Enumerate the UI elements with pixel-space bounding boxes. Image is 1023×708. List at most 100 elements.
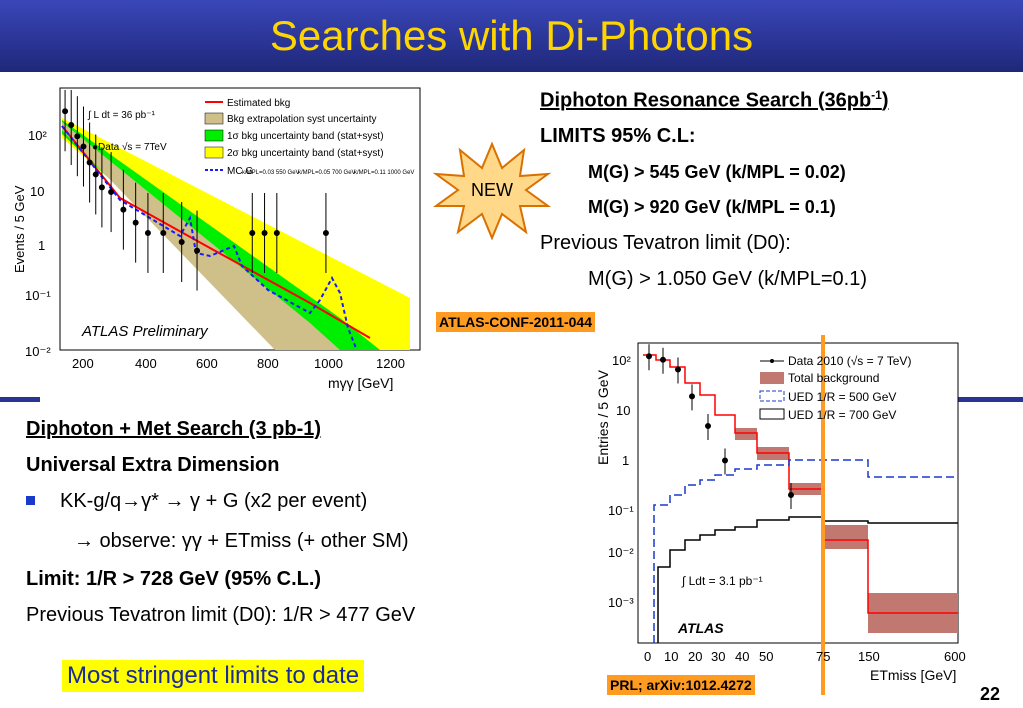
svg-text:k/MPL=0.11 1000 GeV: k/MPL=0.11 1000 GeV — [354, 170, 414, 176]
svg-text:0: 0 — [644, 649, 651, 664]
data-annotation: ●Data √s = 7TeV — [92, 141, 167, 153]
y-tick-label: 10⁻² — [25, 344, 51, 359]
band-2sigma — [62, 118, 410, 350]
x-axis-label: mγγ [GeV] — [328, 375, 393, 391]
data-point — [144, 229, 151, 236]
y-axis-label: Events / 5 GeV — [12, 185, 27, 273]
data-point — [705, 423, 711, 430]
svg-text:Estimated bkg: Estimated bkg — [227, 98, 290, 109]
y-tick-label: 10⁻³ — [608, 595, 634, 610]
diphoton-mass-plot: 10² 10 1 10⁻¹ 10⁻² 200 400 600 800 1000 … — [12, 87, 421, 391]
data-point — [788, 492, 794, 498]
y-axis-label: Entries / 5 GeV — [595, 369, 611, 465]
met-heading: Diphoton + Met Search (3 pb-1) — [26, 418, 322, 440]
band-1sigma — [62, 120, 380, 350]
met-limit: Limit: 1/R > 728 GeV (95% C.L.) — [26, 568, 322, 590]
data-point — [132, 219, 139, 226]
y-tick-label: 10⁻¹ — [608, 503, 634, 518]
legend: Estimated bkg Bkg extrapolation syst unc… — [204, 98, 414, 177]
svg-text:75: 75 — [816, 649, 830, 664]
data-point — [68, 121, 75, 128]
atlas-label: ATLAS Preliminary — [81, 323, 209, 340]
y-tick-label: 10 — [30, 184, 44, 199]
svg-text:600: 600 — [944, 649, 966, 664]
x-axis-label: ETmiss [GeV] — [870, 667, 956, 683]
data-point — [675, 366, 681, 373]
data-points — [62, 90, 329, 291]
met-prev-tevatron: Previous Tevatron limit (D0): 1/R > 477 … — [26, 604, 416, 626]
svg-text:150: 150 — [858, 649, 880, 664]
data-point — [62, 108, 69, 115]
data-point — [261, 229, 268, 236]
y-tick-label: 1 — [38, 238, 45, 253]
svg-text:UED 1/R = 500 GeV: UED 1/R = 500 GeV — [788, 390, 896, 404]
starburst-icon — [432, 141, 552, 240]
data-point — [98, 184, 105, 191]
svg-text:MC G: MC G — [227, 166, 253, 177]
data-point — [178, 239, 185, 246]
x-tick-label: 200 — [72, 356, 94, 371]
luminosity-annotation: ∫ L dt = 36 pb⁻¹ — [87, 110, 156, 121]
x-tick-label: 600 — [196, 356, 218, 371]
resonance-heading: Diphoton Resonance Search (36pb-1) — [540, 88, 889, 112]
limit-line-1: M(G) > 545 GeV (k/MPL = 0.02) — [588, 162, 846, 182]
data-point — [86, 159, 93, 166]
data-point — [722, 457, 728, 464]
data-point — [80, 143, 87, 150]
svg-text:2σ bkg uncertainty band (stat+: 2σ bkg uncertainty band (stat+syst) — [227, 148, 384, 159]
svg-text:30: 30 — [711, 649, 725, 664]
y-tick-label: 10² — [612, 353, 631, 368]
x-tick-label: 800 — [257, 356, 279, 371]
svg-text:1σ bkg uncertainty band (stat+: 1σ bkg uncertainty band (stat+syst) — [227, 131, 384, 142]
y-tick-label: 10⁻² — [608, 545, 634, 560]
estimated-bkg-line — [61, 125, 371, 339]
x-tick-label: 1200 — [376, 356, 405, 371]
mc-signal-line — [61, 125, 357, 349]
data-point — [194, 247, 201, 254]
highlight-box: Most stringent limits to date — [62, 660, 365, 692]
page-number: 22 — [980, 684, 1001, 704]
new-badge-label: NEW — [471, 180, 513, 200]
data-point — [74, 133, 81, 140]
data-point — [646, 353, 652, 360]
svg-text:k/MPL=0.05 700 GeV: k/MPL=0.05 700 GeV — [298, 170, 356, 176]
bullet-square-icon — [26, 496, 35, 505]
ref-tag: PRL; arXiv:1012.4272 — [607, 675, 755, 695]
svg-text:Bkg extrapolation syst uncerta: Bkg extrapolation syst uncertainty — [227, 114, 377, 125]
data-point — [92, 171, 99, 178]
limit-line-2: M(G) > 920 GeV (k/MPL = 0.1) — [588, 197, 836, 217]
data-point — [660, 356, 666, 363]
svg-text:20: 20 — [688, 649, 702, 664]
atlas-label: ATLAS — [677, 620, 724, 636]
data-points — [646, 344, 794, 509]
data-point — [249, 229, 256, 236]
etmiss-plot: 10² 10 1 10⁻¹ 10⁻² 10⁻³ 0 10 20 30 40 50… — [595, 335, 966, 695]
title-band — [0, 0, 1023, 72]
data-point — [273, 229, 280, 236]
svg-text:k/MPL=0.03 550 GeV: k/MPL=0.03 550 GeV — [242, 170, 300, 176]
data-point — [689, 393, 695, 400]
svg-text:Total background: Total background — [788, 371, 879, 385]
data-point — [160, 229, 167, 236]
ued-label: Universal Extra Dimension — [26, 454, 280, 476]
luminosity-annotation: ∫ Ldt = 3.1 pb⁻¹ — [681, 574, 763, 588]
data-point — [120, 206, 127, 213]
observe-line: → observe: γγ + ETmiss (+ other SM) — [74, 530, 409, 552]
y-tick-label: 1 — [622, 453, 629, 468]
data-point — [108, 189, 115, 196]
x-tick-label: 400 — [135, 356, 157, 371]
decay-chain: KK-g/q→γ* → γ + G (x2 per event) — [60, 490, 368, 512]
svg-text:Data 2010 (√s = 7 TeV): Data 2010 (√s = 7 TeV) — [788, 354, 911, 368]
prev-tevatron-label: Previous Tevatron limit (D0): — [540, 232, 791, 254]
data-point — [322, 229, 329, 236]
new-badge: NEW — [432, 141, 552, 240]
prev-tevatron-value: M(G) > 1.050 GeV (k/MPL=0.1) — [588, 268, 867, 290]
band-syst — [62, 122, 340, 350]
svg-text:10: 10 — [664, 649, 678, 664]
slide-title: Searches with Di-Photons — [269, 12, 754, 59]
svg-text:50: 50 — [759, 649, 773, 664]
svg-text:40: 40 — [735, 649, 749, 664]
limits-label: LIMITS 95% C.L: — [540, 125, 696, 147]
y-tick-label: 10² — [28, 128, 47, 143]
x-tick-label: 1000 — [314, 356, 343, 371]
